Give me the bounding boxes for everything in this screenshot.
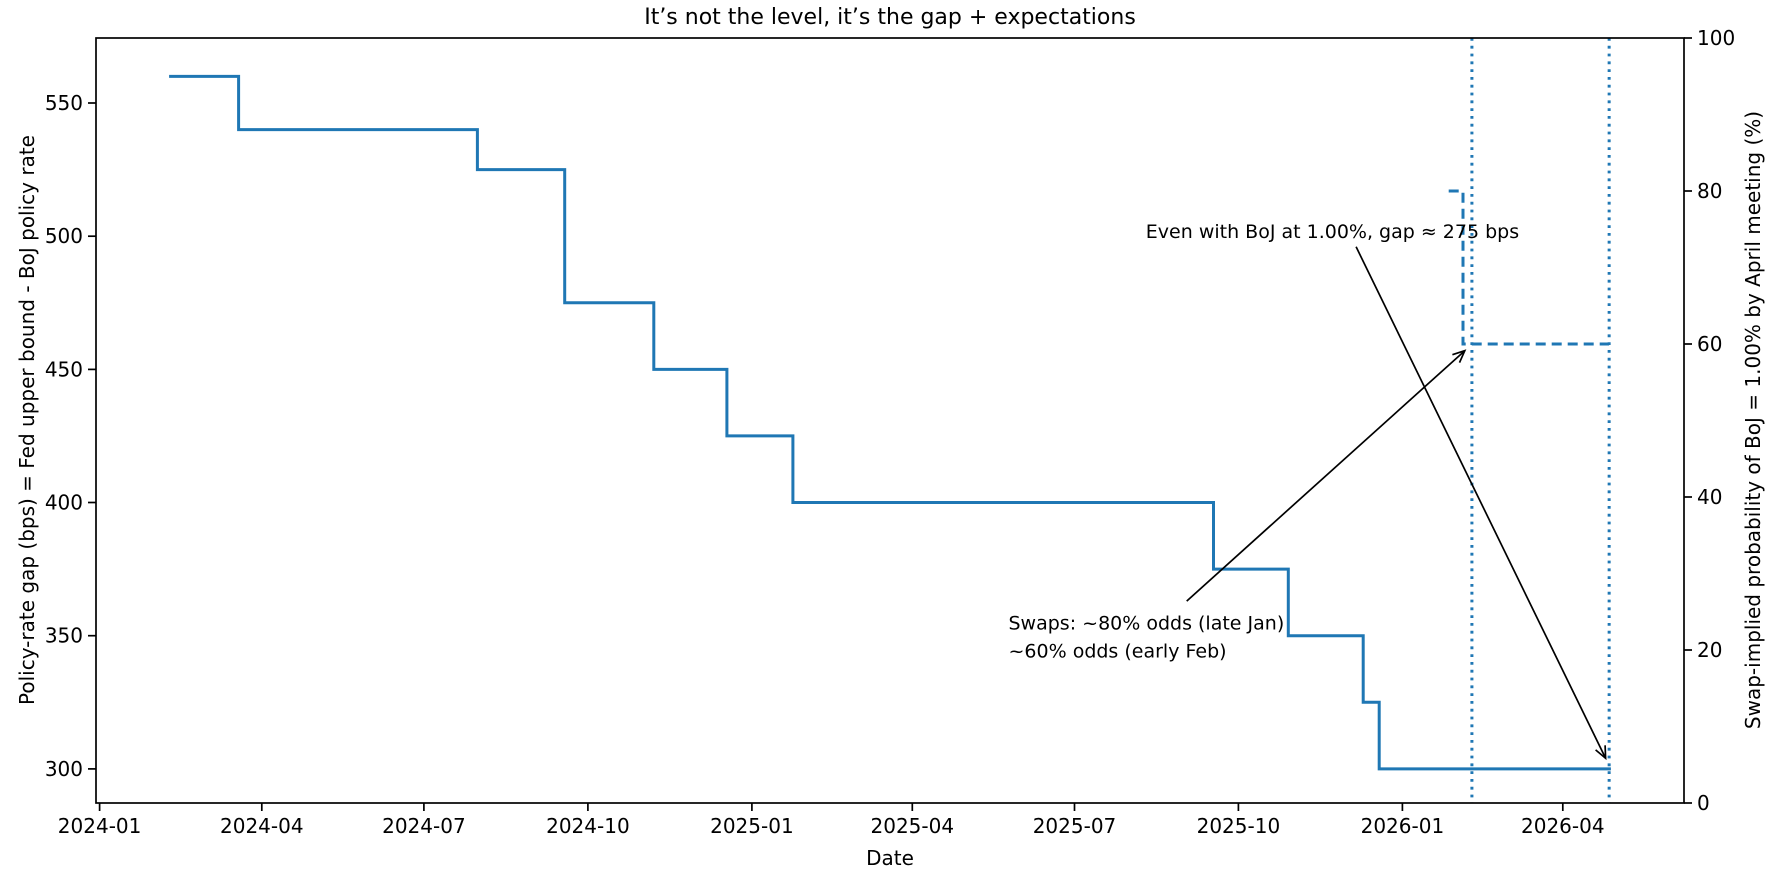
chart-title: It’s not the level, it’s the gap + expec… [644,5,1136,30]
x-tick-label: 2025-10 [1197,814,1281,838]
series-swap-implied-odds [1448,189,1610,346]
x-tick-label: 2024-07 [382,814,466,838]
y-right-tick-label: 0 [1697,791,1710,815]
y-left-tick-label: 400 [45,491,83,515]
y-right-tick-label: 40 [1697,485,1722,509]
y-left-tick-label: 500 [45,224,83,248]
gap-annotation-arrow-head [1595,745,1607,761]
x-tick-label: 2026-01 [1361,814,1445,838]
y-left-tick-label: 550 [45,91,83,115]
y-left-tick-label: 350 [45,624,83,648]
swaps-annotation-arrow-head [1452,349,1467,363]
series-policy-rate-gap [169,74,1611,771]
x-tick-label: 2024-01 [58,814,142,838]
gap-annotation-arrow-shaft [1355,246,1607,759]
x-tick-label: 2025-04 [871,814,955,838]
x-tick-label: 2025-07 [1033,814,1117,838]
x-tick-label: 2024-10 [546,814,630,838]
x-tick-label: 2024-04 [220,814,304,838]
y-right-tick-label: 80 [1697,179,1722,203]
y-left-tick-label: 300 [45,757,83,781]
swaps-annotation-text: ~60% odds (early Feb) [1009,640,1227,662]
y-right-tick-label: 20 [1697,638,1722,662]
y-right-tick-label: 60 [1697,332,1722,356]
x-axis-label: Date [866,846,914,870]
y-left-tick-label: 450 [45,357,83,381]
y-right-tick-label: 100 [1697,26,1735,50]
axes-spines [95,37,1685,804]
gap-annotation-text: Even with BoJ at 1.00%, gap ≈ 275 bps [1146,221,1519,243]
x-tick-label: 2025-01 [710,814,794,838]
swaps-annotation-arrow-shaft [1186,350,1466,602]
swaps-annotation-text: Swaps: ~80% odds (late Jan) [1009,612,1285,634]
x-tick-label: 2026-04 [1521,814,1605,838]
